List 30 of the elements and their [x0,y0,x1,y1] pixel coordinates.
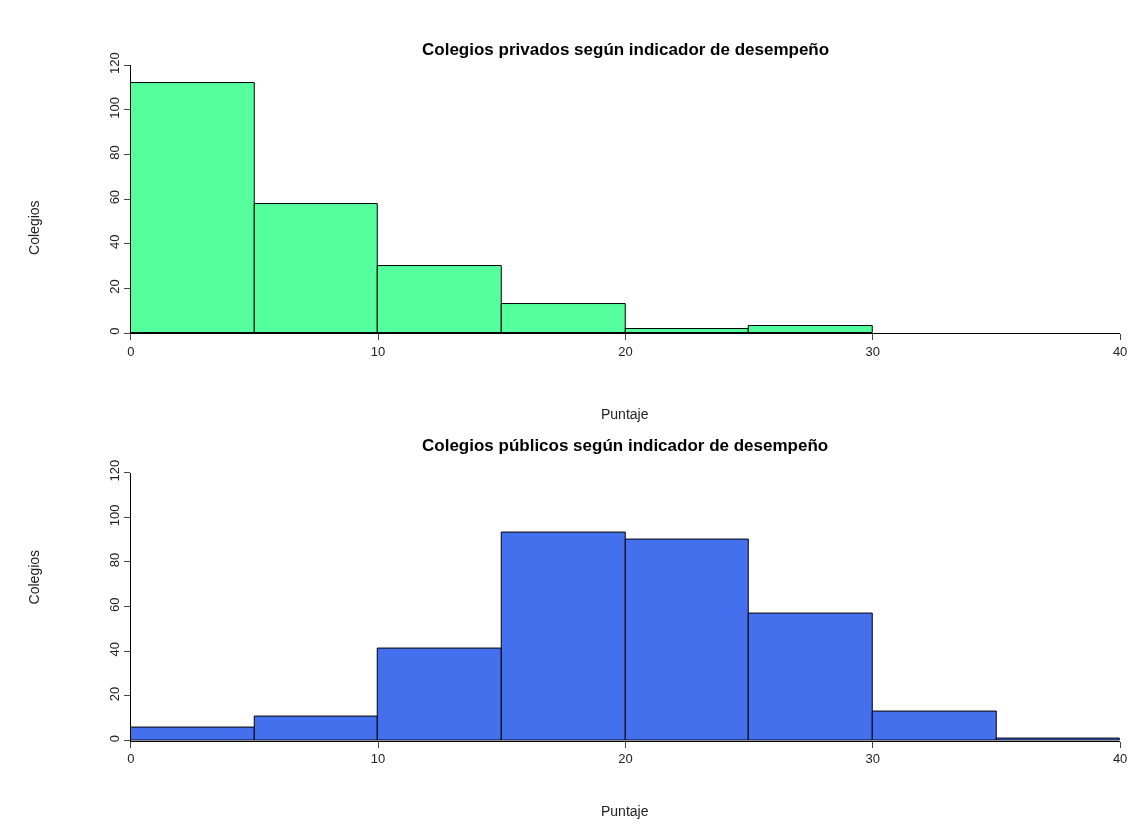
x-tick-label: 30 [865,751,881,767]
y-tick-label: 0 [106,735,122,743]
x-tick-label: 30 [865,343,881,359]
y-tick-label: 40 [106,234,122,250]
x-tick-label: 0 [127,343,135,359]
x-tick-label: 20 [618,751,633,767]
x-tick-label: 0 [127,751,135,767]
y-tick-label: 100 [106,504,122,527]
y-tick-label: 80 [106,145,122,160]
x-axis-title: Puntaje [601,803,649,819]
x-tick-label: 40 [1112,343,1128,359]
y-tick-label: 0 [106,327,122,335]
y-tick-label: 120 [106,52,122,74]
y-tick-label: 60 [106,597,122,612]
x-axis-title: Puntaje [601,406,649,422]
chart-title: Colegios públicos según indicador de desempeño [422,436,829,455]
x-tick-label: 10 [370,751,386,767]
y-tick-label: 60 [106,189,122,205]
y-tick-label: 80 [106,552,122,568]
y-tick-label: 20 [106,686,122,702]
x-tick-label: 40 [1112,751,1128,767]
y-tick-label: 20 [106,279,122,294]
y-axis-title: Colegios [26,549,43,605]
y-tick-label: 120 [106,459,122,482]
y-axis-title: Colegios [25,200,42,255]
chart-title: Colegios privados según indicador de desempeño [422,40,830,59]
y-tick-label: 100 [106,96,122,119]
x-tick-label: 20 [618,343,633,359]
y-tick-label: 40 [106,642,122,657]
x-tick-label: 10 [370,343,386,359]
